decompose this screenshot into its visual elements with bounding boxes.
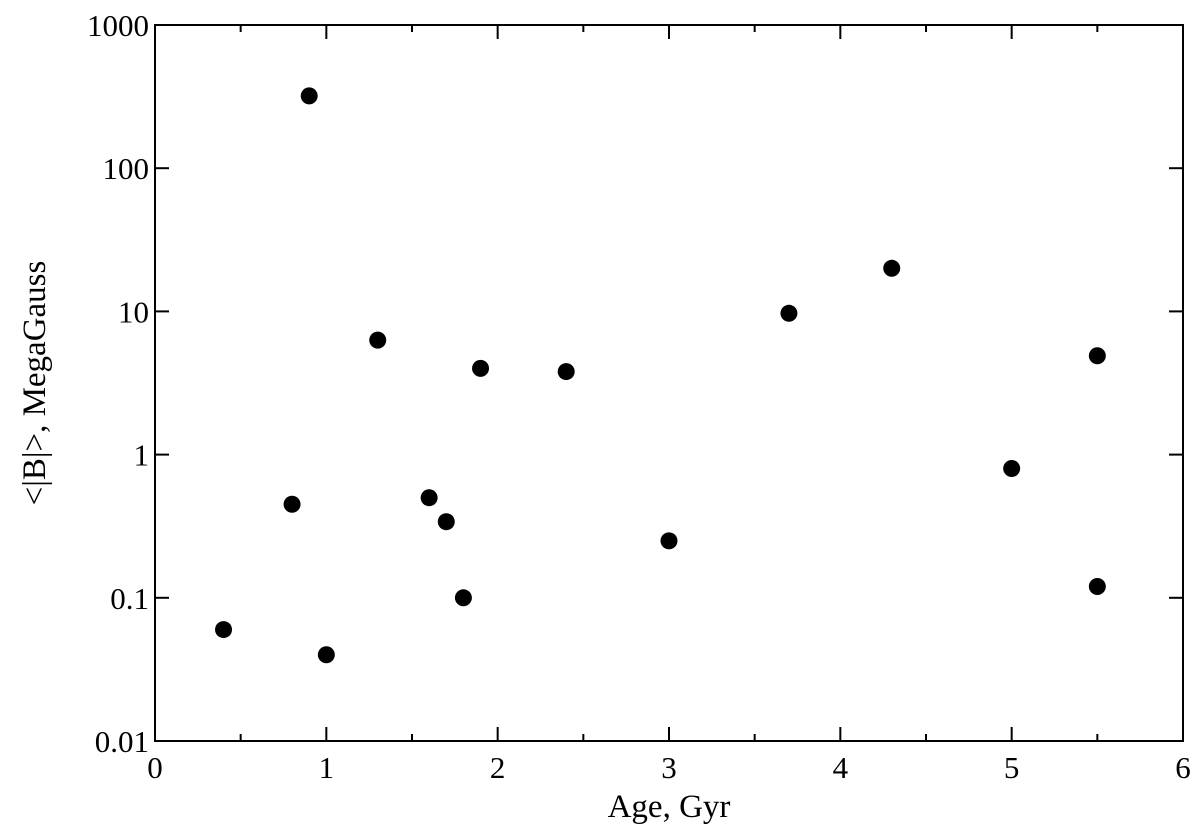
data-point xyxy=(300,87,318,105)
data-point xyxy=(454,589,472,607)
x-tick-label: 0 xyxy=(147,750,163,785)
y-axis-ticks xyxy=(155,24,1183,742)
data-points xyxy=(215,87,1106,664)
x-tick-label: 3 xyxy=(661,750,677,785)
data-point xyxy=(1003,459,1021,477)
data-point xyxy=(283,495,301,513)
data-point xyxy=(883,259,901,277)
data-point xyxy=(472,359,490,377)
data-point xyxy=(660,532,678,550)
x-tick-label: 6 xyxy=(1175,750,1191,785)
y-tick-label: 0.01 xyxy=(95,724,149,759)
data-point xyxy=(1088,347,1106,365)
data-point xyxy=(437,513,455,531)
data-point xyxy=(420,489,438,507)
data-point xyxy=(215,621,233,639)
x-tick-label: 1 xyxy=(319,750,335,785)
data-point xyxy=(1088,577,1106,595)
x-tick-label: 2 xyxy=(490,750,506,785)
data-point xyxy=(369,331,387,349)
y-tick-label: 1 xyxy=(134,438,150,473)
y-tick-label: 1000 xyxy=(87,8,149,43)
x-axis-title: Age, Gyr xyxy=(608,789,731,825)
data-point xyxy=(557,363,575,381)
y-tick-label: 100 xyxy=(103,151,150,186)
y-axis-tick-labels: 0.01 0.1 1 10 100 1000 xyxy=(87,8,149,759)
x-axis-ticks xyxy=(154,25,1184,741)
x-tick-label: 4 xyxy=(833,750,849,785)
plot-area xyxy=(154,24,1184,742)
x-tick-label: 5 xyxy=(1004,750,1020,785)
y-axis-title: <|B|>, MegaGauss xyxy=(17,261,53,506)
y-tick-label: 0.1 xyxy=(110,581,149,616)
x-axis-tick-labels: 0 1 2 3 4 5 6 xyxy=(147,750,1191,785)
y-tick-label: 10 xyxy=(118,294,149,329)
data-point xyxy=(317,646,335,664)
data-point xyxy=(780,304,798,322)
